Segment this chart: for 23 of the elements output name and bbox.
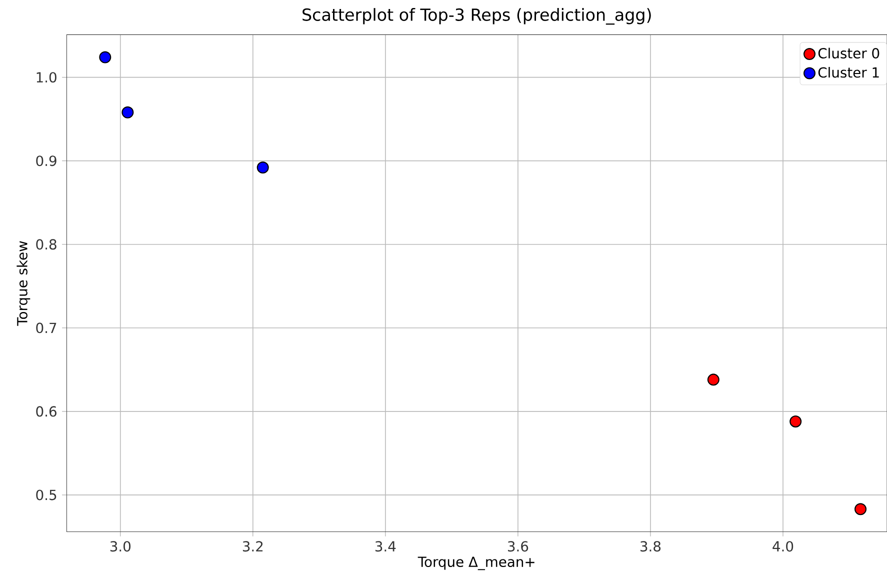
x-tick-label: 3.8 [640, 541, 661, 552]
point [790, 415, 802, 428]
point [707, 374, 720, 386]
y-tick-label: 0.9 [36, 156, 56, 166]
y-tick-label: 1.0 [36, 72, 56, 83]
y-tick-label: 0.5 [36, 490, 56, 500]
x-tick-label: 3.4 [375, 541, 396, 552]
x-axis-title: Torque Δ_mean+ [418, 556, 534, 570]
y-axis-title: Torque skew [16, 241, 30, 326]
x-tick-label: 3.0 [110, 541, 130, 552]
x-tick-label: 3.2 [242, 541, 263, 552]
legend-label: Cluster 1 [818, 66, 879, 78]
chart-title: Scatterplot of Top-3 Reps (prediction_agg) [302, 8, 651, 25]
legend-label: Cluster 0 [818, 48, 880, 58]
point [854, 503, 867, 516]
y-tick-label: 0.7 [36, 322, 56, 334]
y-tick-label: 0.6 [36, 406, 56, 417]
x-tick-label: 4.0 [772, 541, 794, 552]
point [256, 162, 269, 174]
point [99, 51, 112, 64]
y-tick-label: 0.8 [36, 239, 56, 250]
x-tick-label: 3.6 [508, 541, 528, 552]
point [122, 106, 134, 118]
